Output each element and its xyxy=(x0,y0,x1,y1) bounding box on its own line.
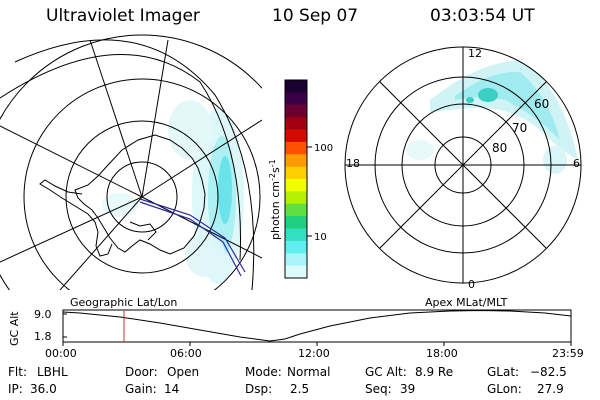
color-bar-segment xyxy=(285,265,307,279)
color-bar-segment xyxy=(285,166,307,180)
color-bar-segment xyxy=(285,179,307,192)
color-bar: 100 10 photon cm-2s-1 xyxy=(268,79,333,279)
seq-label: Seq: xyxy=(365,382,392,396)
color-bar-segment xyxy=(285,240,307,254)
altitude-x-ticks xyxy=(62,342,572,346)
color-bar-segment xyxy=(285,216,307,230)
color-bar-segment xyxy=(285,228,307,242)
door-value: Open xyxy=(167,365,200,379)
altitude-x-tick-2359: 23:59 xyxy=(552,347,584,360)
color-bar-segment xyxy=(285,191,307,205)
door-label: Door: xyxy=(125,365,158,379)
altitude-x-tick-1800: 18:00 xyxy=(426,347,458,360)
meridians-left xyxy=(0,39,262,290)
mlat-label-70: 70 xyxy=(512,121,527,135)
color-bar-label-100: 100 xyxy=(314,143,333,154)
color-bar-segment xyxy=(285,141,307,155)
altitude-x-tick-1200: 12:00 xyxy=(298,347,330,360)
glat-value: −82.5 xyxy=(530,365,567,379)
mlat-label-60: 60 xyxy=(534,97,549,111)
mlt-label-12: 12 xyxy=(468,47,482,60)
gcalt-value: 8.9 Re xyxy=(415,365,454,379)
color-bar-segment xyxy=(285,80,307,93)
color-bar-segment xyxy=(285,154,307,168)
antarctic-peninsula xyxy=(39,179,113,257)
color-bar-segment xyxy=(285,203,307,217)
color-bar-label-10: 10 xyxy=(314,232,327,243)
color-bar-unit: photon cm-2s-1 xyxy=(268,159,282,240)
altitude-y-label: GC Alt xyxy=(8,311,21,346)
color-bar-segment xyxy=(285,117,307,131)
altitude-y-tick-9: 9.0 xyxy=(34,308,52,321)
mode-value: Normal xyxy=(287,365,331,379)
flt-value: LBHL xyxy=(37,365,68,379)
altitude-curve xyxy=(62,309,572,342)
mlat-label-80: 80 xyxy=(492,141,507,155)
latitude-circles-left xyxy=(0,34,262,290)
left-projection-label: Geographic Lat/Lon xyxy=(70,296,178,309)
glon-value: 27.9 xyxy=(537,382,564,396)
mlt-label-18: 18 xyxy=(346,157,360,170)
altitude-y-tick-1: 1.8 xyxy=(34,330,52,343)
date-label: 10 Sep 07 xyxy=(272,6,359,26)
altitude-x-tick-0000: 00:00 xyxy=(45,347,77,360)
mlt-label-0: 0 xyxy=(468,278,475,291)
glon-label: GLon: xyxy=(487,382,522,396)
ground-track xyxy=(139,198,246,277)
geographic-map xyxy=(0,34,262,290)
antarctica-coastline xyxy=(74,134,206,255)
mlt-meridians xyxy=(345,47,581,283)
aurora-emission-right xyxy=(406,60,578,174)
instrument-title: Ultraviolet Imager xyxy=(46,6,200,26)
mode-label: Mode: xyxy=(245,365,282,379)
time-label: 03:03:54 UT xyxy=(430,6,535,26)
altitude-plot-frame xyxy=(62,309,572,343)
gain-label: Gain: xyxy=(125,382,157,396)
glat-label: GLat: xyxy=(487,365,520,379)
dsp-label: Dsp: xyxy=(245,382,273,396)
color-bar-segment xyxy=(285,129,307,143)
altitude-x-tick-0600: 06:00 xyxy=(170,347,202,360)
flt-label: Flt: xyxy=(8,365,27,379)
color-bar-segment xyxy=(285,253,307,267)
right-projection-label: Apex MLat/MLT xyxy=(425,296,508,309)
altitude-plot xyxy=(62,309,572,346)
ip-label: IP: xyxy=(8,382,23,396)
dsp-value: 2.5 xyxy=(290,382,310,396)
color-bar-segment xyxy=(285,104,307,118)
ip-value: 36.0 xyxy=(30,382,57,396)
gcalt-label: GC Alt: xyxy=(365,365,407,379)
magnetic-map: 12 0 18 6 60 70 80 xyxy=(344,46,582,291)
seq-value: 39 xyxy=(400,382,416,396)
color-bar-frame xyxy=(284,79,308,279)
mlt-label-6: 6 xyxy=(573,157,580,170)
color-bar-segment xyxy=(285,92,307,106)
limb-arcs-left xyxy=(0,39,255,290)
gain-value: 14 xyxy=(164,382,180,396)
